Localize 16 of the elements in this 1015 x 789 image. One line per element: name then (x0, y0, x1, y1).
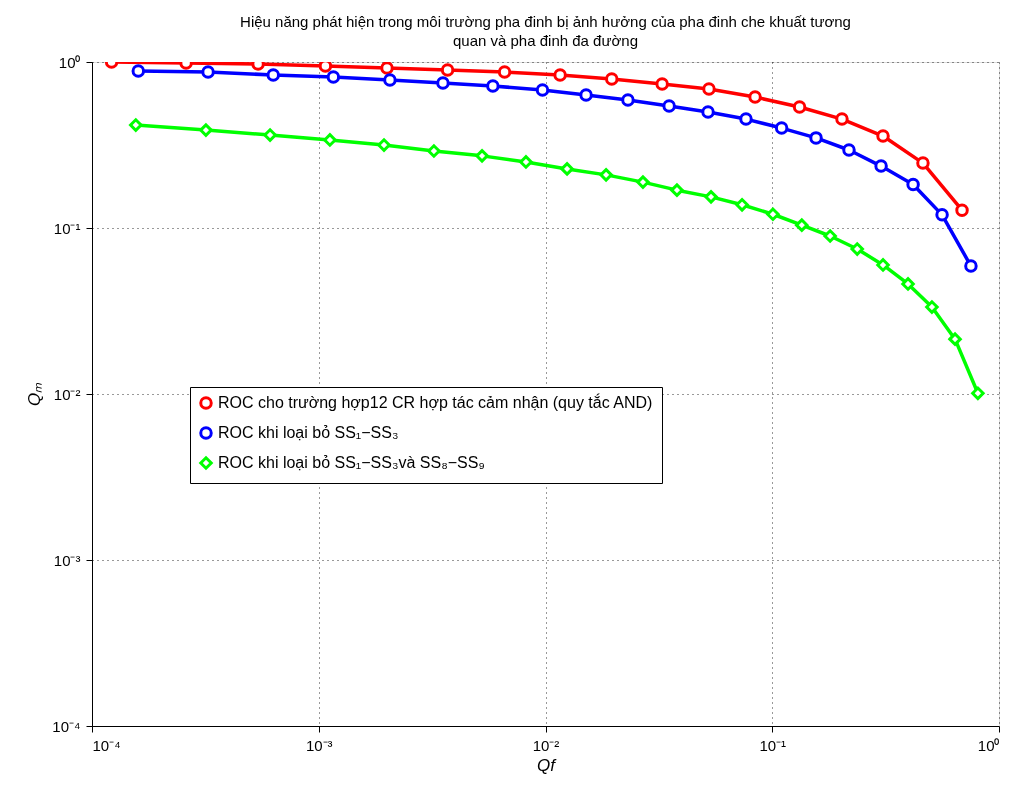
y-tick-label: 10⁻⁴ (52, 717, 81, 735)
legend-label: ROC khi loại bỏ SS₁−SS₃và SS₈−SS₉ (218, 454, 485, 471)
x-tick-label: 10⁻³ (305, 736, 333, 754)
x-tick-label: 10⁻² (532, 736, 560, 754)
y-tick-label: 10⁰ (58, 53, 81, 71)
y-tick-label: 10⁻¹ (53, 219, 81, 237)
chart-title: Hiệu năng phát hiện trong môi trường pha đinh bị ảnh hưởng của pha đinh che khuất tương quan và pha đinh đa đường (240, 13, 851, 49)
x-axis-title: Qf (537, 755, 558, 775)
x-tick-label: 10⁻¹ (759, 736, 787, 754)
y-axis-title: Qₘ (25, 381, 45, 407)
legend-label: ROC cho trường hợp12 CR hợp tác cảm nhận (quy tắc AND) (218, 393, 653, 411)
y-tick-label: 10⁻² (53, 385, 81, 403)
x-tick-label: 10⁻⁴ (92, 736, 121, 754)
legend-label: ROC khi loại bỏ SS₁−SS₃ (218, 424, 399, 441)
x-tick-label: 10⁰ (977, 736, 1000, 754)
y-tick-label: 10⁻³ (53, 551, 81, 569)
